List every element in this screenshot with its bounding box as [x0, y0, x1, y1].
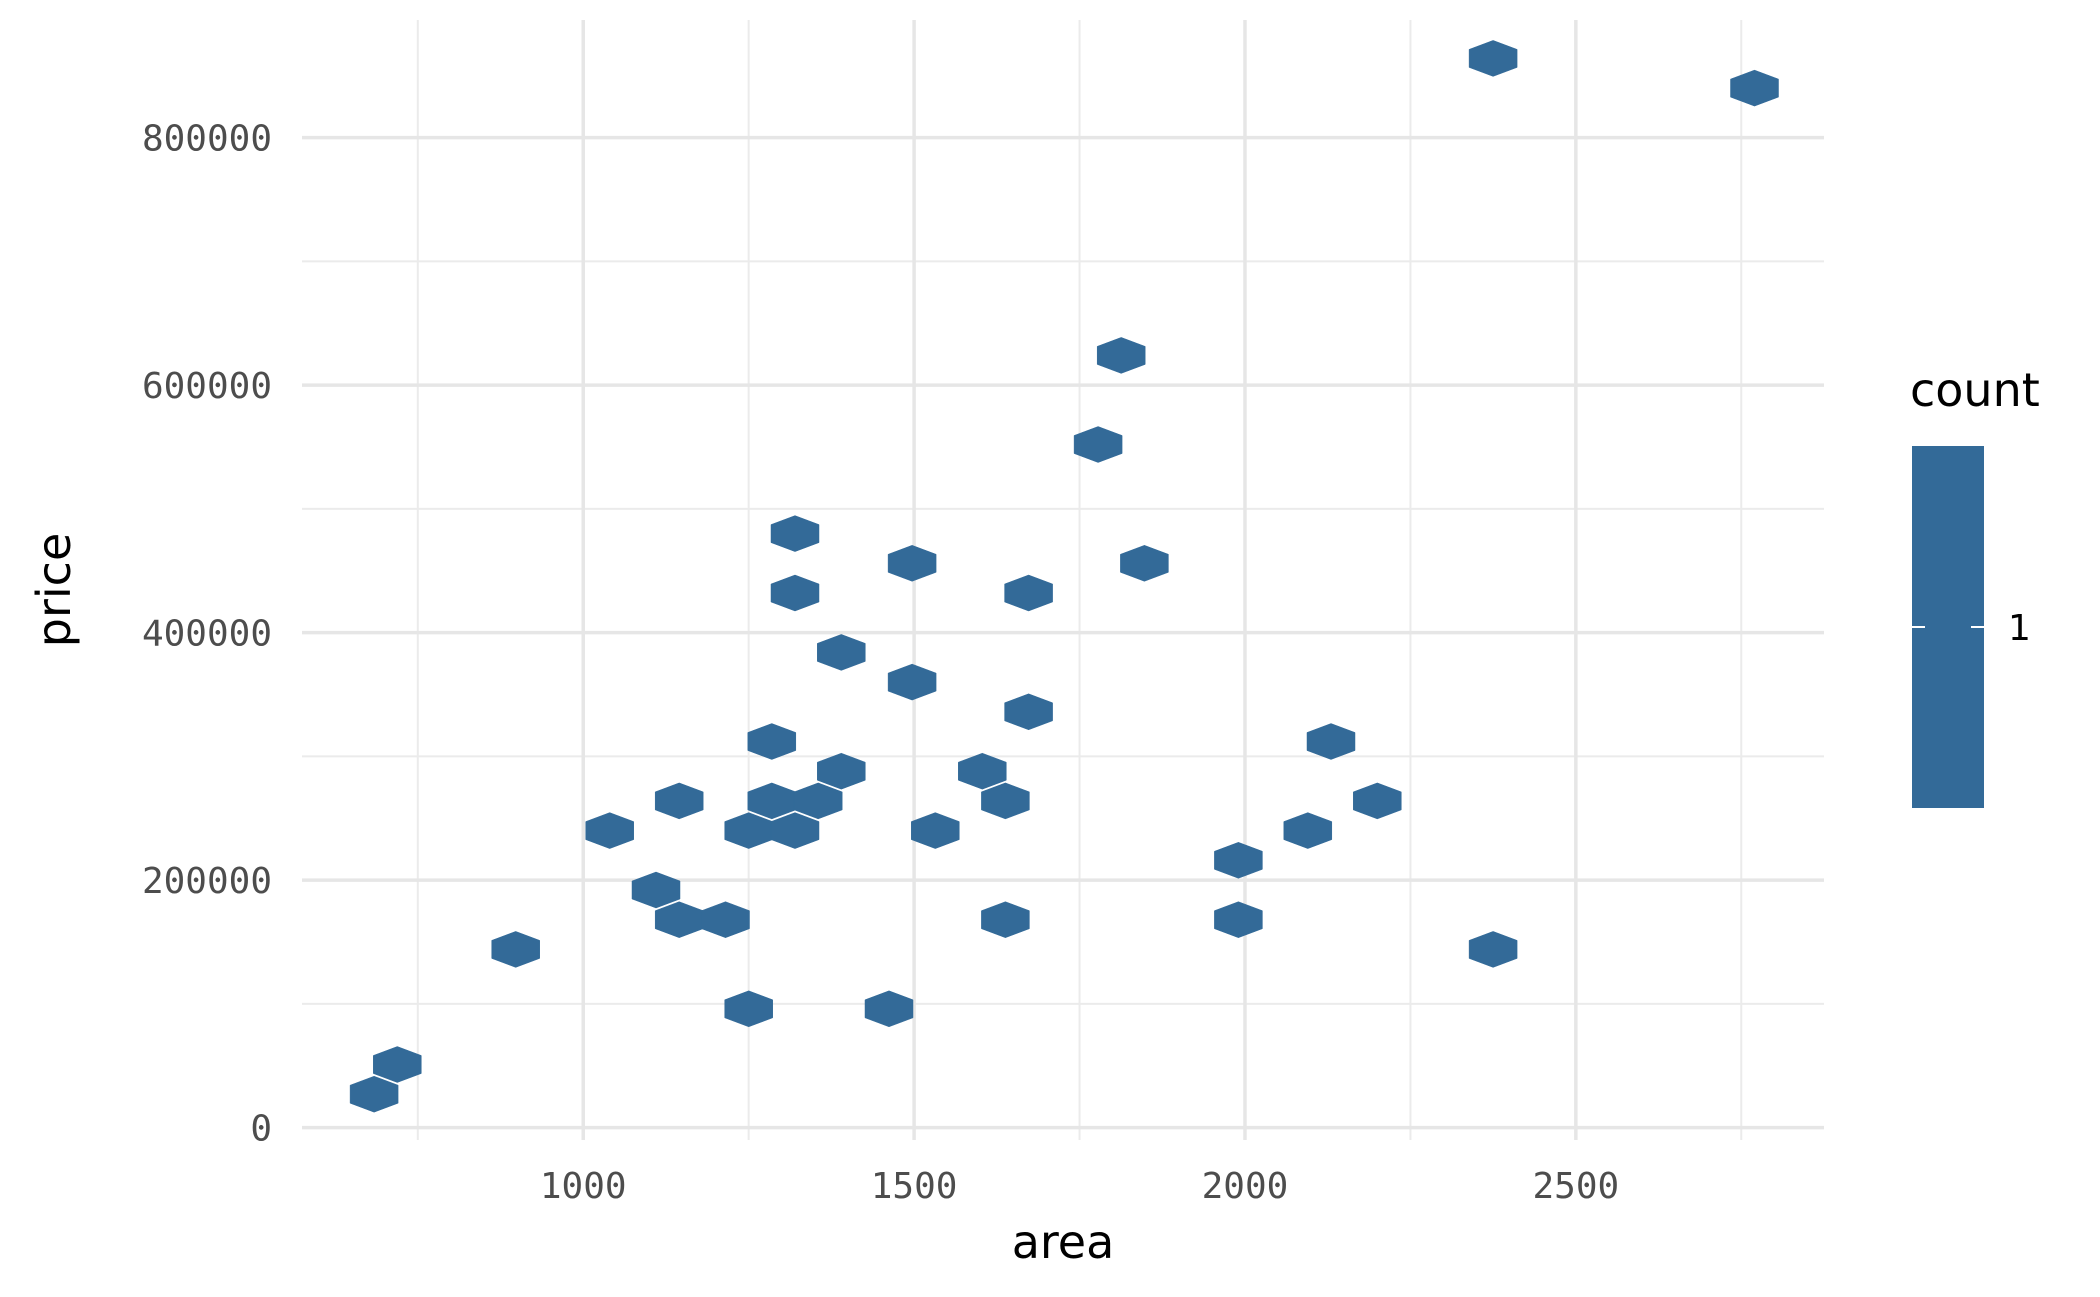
- hex-bin: [373, 1046, 422, 1083]
- hex-bin: [1730, 69, 1779, 107]
- grid: [302, 20, 1824, 1140]
- legend: count 1: [1910, 363, 2040, 808]
- hex-bin: [1073, 426, 1123, 463]
- y-tick-label: 200000: [142, 861, 272, 902]
- hex-bin: [1468, 931, 1518, 968]
- hex-bin: [1306, 723, 1356, 760]
- x-axis-title: area: [1012, 1215, 1115, 1269]
- hex-bin: [793, 782, 843, 820]
- x-axis-ticks: 1000 1500 2000 2500: [540, 1166, 1619, 1207]
- hex-bin: [864, 990, 914, 1028]
- hex-bin: [724, 812, 773, 849]
- x-tick-label: 2000: [1202, 1166, 1289, 1207]
- y-tick-label: 800000: [142, 119, 272, 160]
- hex-bin: [981, 901, 1030, 938]
- hex-bin: [1096, 337, 1146, 374]
- hex-bin: [981, 782, 1030, 820]
- hex-bin: [1120, 545, 1169, 582]
- hex-bin: [1004, 574, 1053, 612]
- hex-bin: [958, 752, 1007, 790]
- hex-bin: [654, 901, 704, 938]
- legend-label: 1: [2008, 608, 2031, 649]
- hex-bin: [491, 931, 540, 968]
- hex-bin: [817, 752, 866, 790]
- hex-bin: [770, 515, 820, 552]
- hex-bins: [349, 40, 1779, 1113]
- legend-title: count: [1910, 363, 2040, 417]
- x-tick-label: 2500: [1532, 1166, 1619, 1207]
- hex-bin: [1214, 842, 1263, 879]
- hex-bin: [770, 574, 820, 612]
- y-tick-label: 600000: [142, 366, 272, 407]
- x-tick-label: 1500: [871, 1166, 958, 1207]
- hex-bin: [631, 871, 681, 909]
- hex-bin: [817, 634, 866, 671]
- y-axis-ticks: 0 200000 400000 600000 800000: [142, 119, 272, 1150]
- hex-bin: [1353, 782, 1402, 820]
- hex-bin: [1468, 40, 1518, 77]
- hex-bin: [747, 723, 797, 760]
- hex-bin: [1004, 693, 1053, 731]
- hex-bin: [724, 990, 773, 1028]
- y-tick-label: 400000: [142, 614, 272, 655]
- y-axis-title: price: [27, 533, 81, 647]
- hex-bin: [887, 663, 937, 701]
- hex-bin: [701, 901, 750, 938]
- hex-bin: [1214, 901, 1263, 938]
- hex-bin: [887, 545, 937, 582]
- hex-bin: [1283, 812, 1333, 849]
- x-tick-label: 1000: [540, 1166, 627, 1207]
- hex-bin: [747, 782, 797, 820]
- y-tick-label: 0: [250, 1109, 272, 1150]
- hex-bin: [654, 782, 704, 820]
- hex-bin: [349, 1075, 399, 1113]
- hex-bin: [770, 812, 820, 849]
- hex-bin: [911, 812, 960, 849]
- hex-bin: [585, 812, 634, 849]
